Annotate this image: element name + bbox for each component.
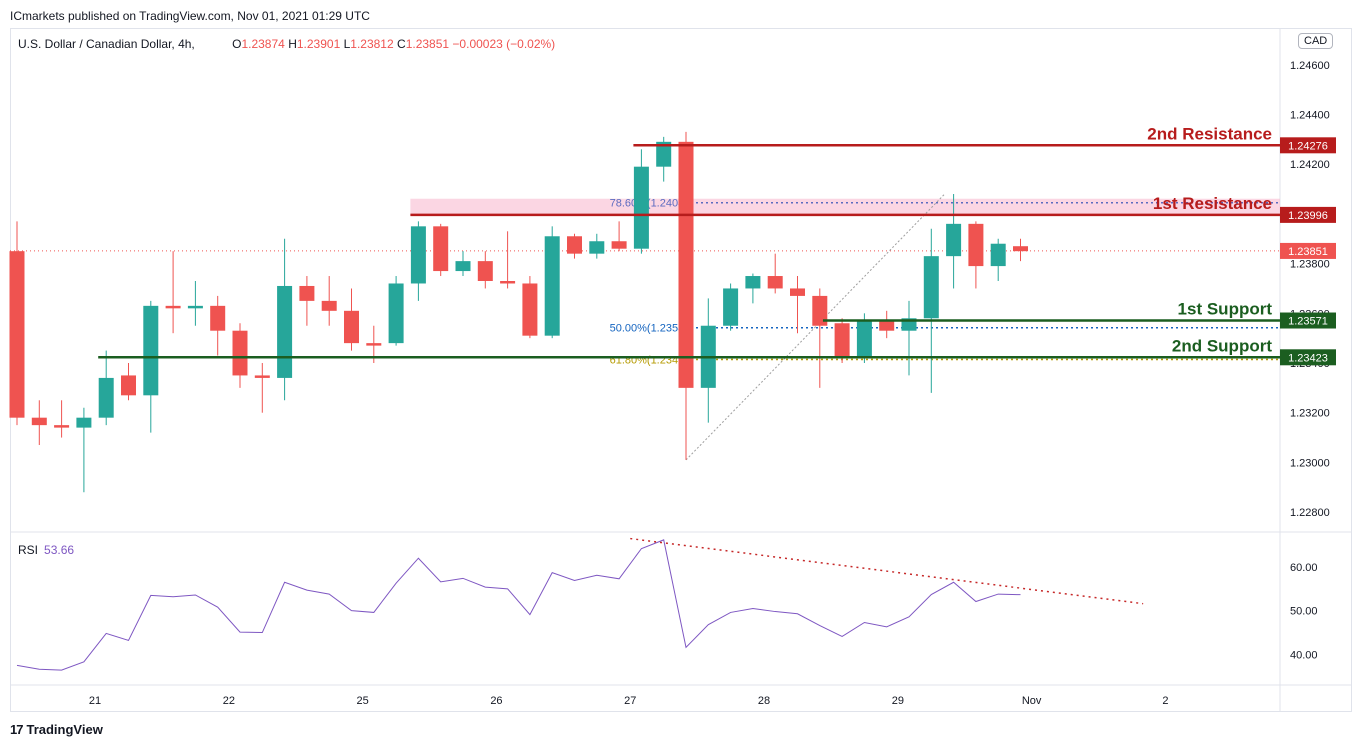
rsi-value: 53.66	[44, 543, 75, 557]
rsi-label[interactable]: RSI	[18, 543, 39, 557]
open-label: O	[232, 37, 242, 51]
chart-frame	[10, 28, 1352, 712]
change-value: −0.00023 (−0.02%)	[452, 37, 556, 51]
symbol-name[interactable]: U.S. Dollar / Canadian Dollar, 4h,	[18, 37, 195, 51]
symbol-legend: U.S. Dollar / Canadian Dollar, 4h, O1.23…	[18, 37, 555, 51]
currency-badge[interactable]: CAD	[1298, 33, 1334, 49]
tradingview-brand: TradingView	[26, 722, 103, 737]
open-value: 1.23874	[241, 37, 285, 51]
high-value: 1.23901	[296, 37, 341, 51]
tradingview-logo-icon: 17	[10, 722, 24, 737]
low-label: L	[343, 37, 351, 51]
close-label: C	[397, 37, 406, 51]
low-value: 1.23812	[350, 37, 394, 51]
rsi-legend: RSI 53.66	[18, 543, 74, 557]
high-label: H	[288, 37, 297, 51]
publisher-header: ICmarkets published on TradingView.com, …	[10, 9, 370, 23]
close-value: 1.23851	[405, 37, 450, 51]
ohlc-values: O1.23874 H1.23901 L1.23812 C1.23851 −0.0…	[232, 37, 555, 51]
tradingview-footer[interactable]: 17 TradingView	[10, 722, 103, 737]
